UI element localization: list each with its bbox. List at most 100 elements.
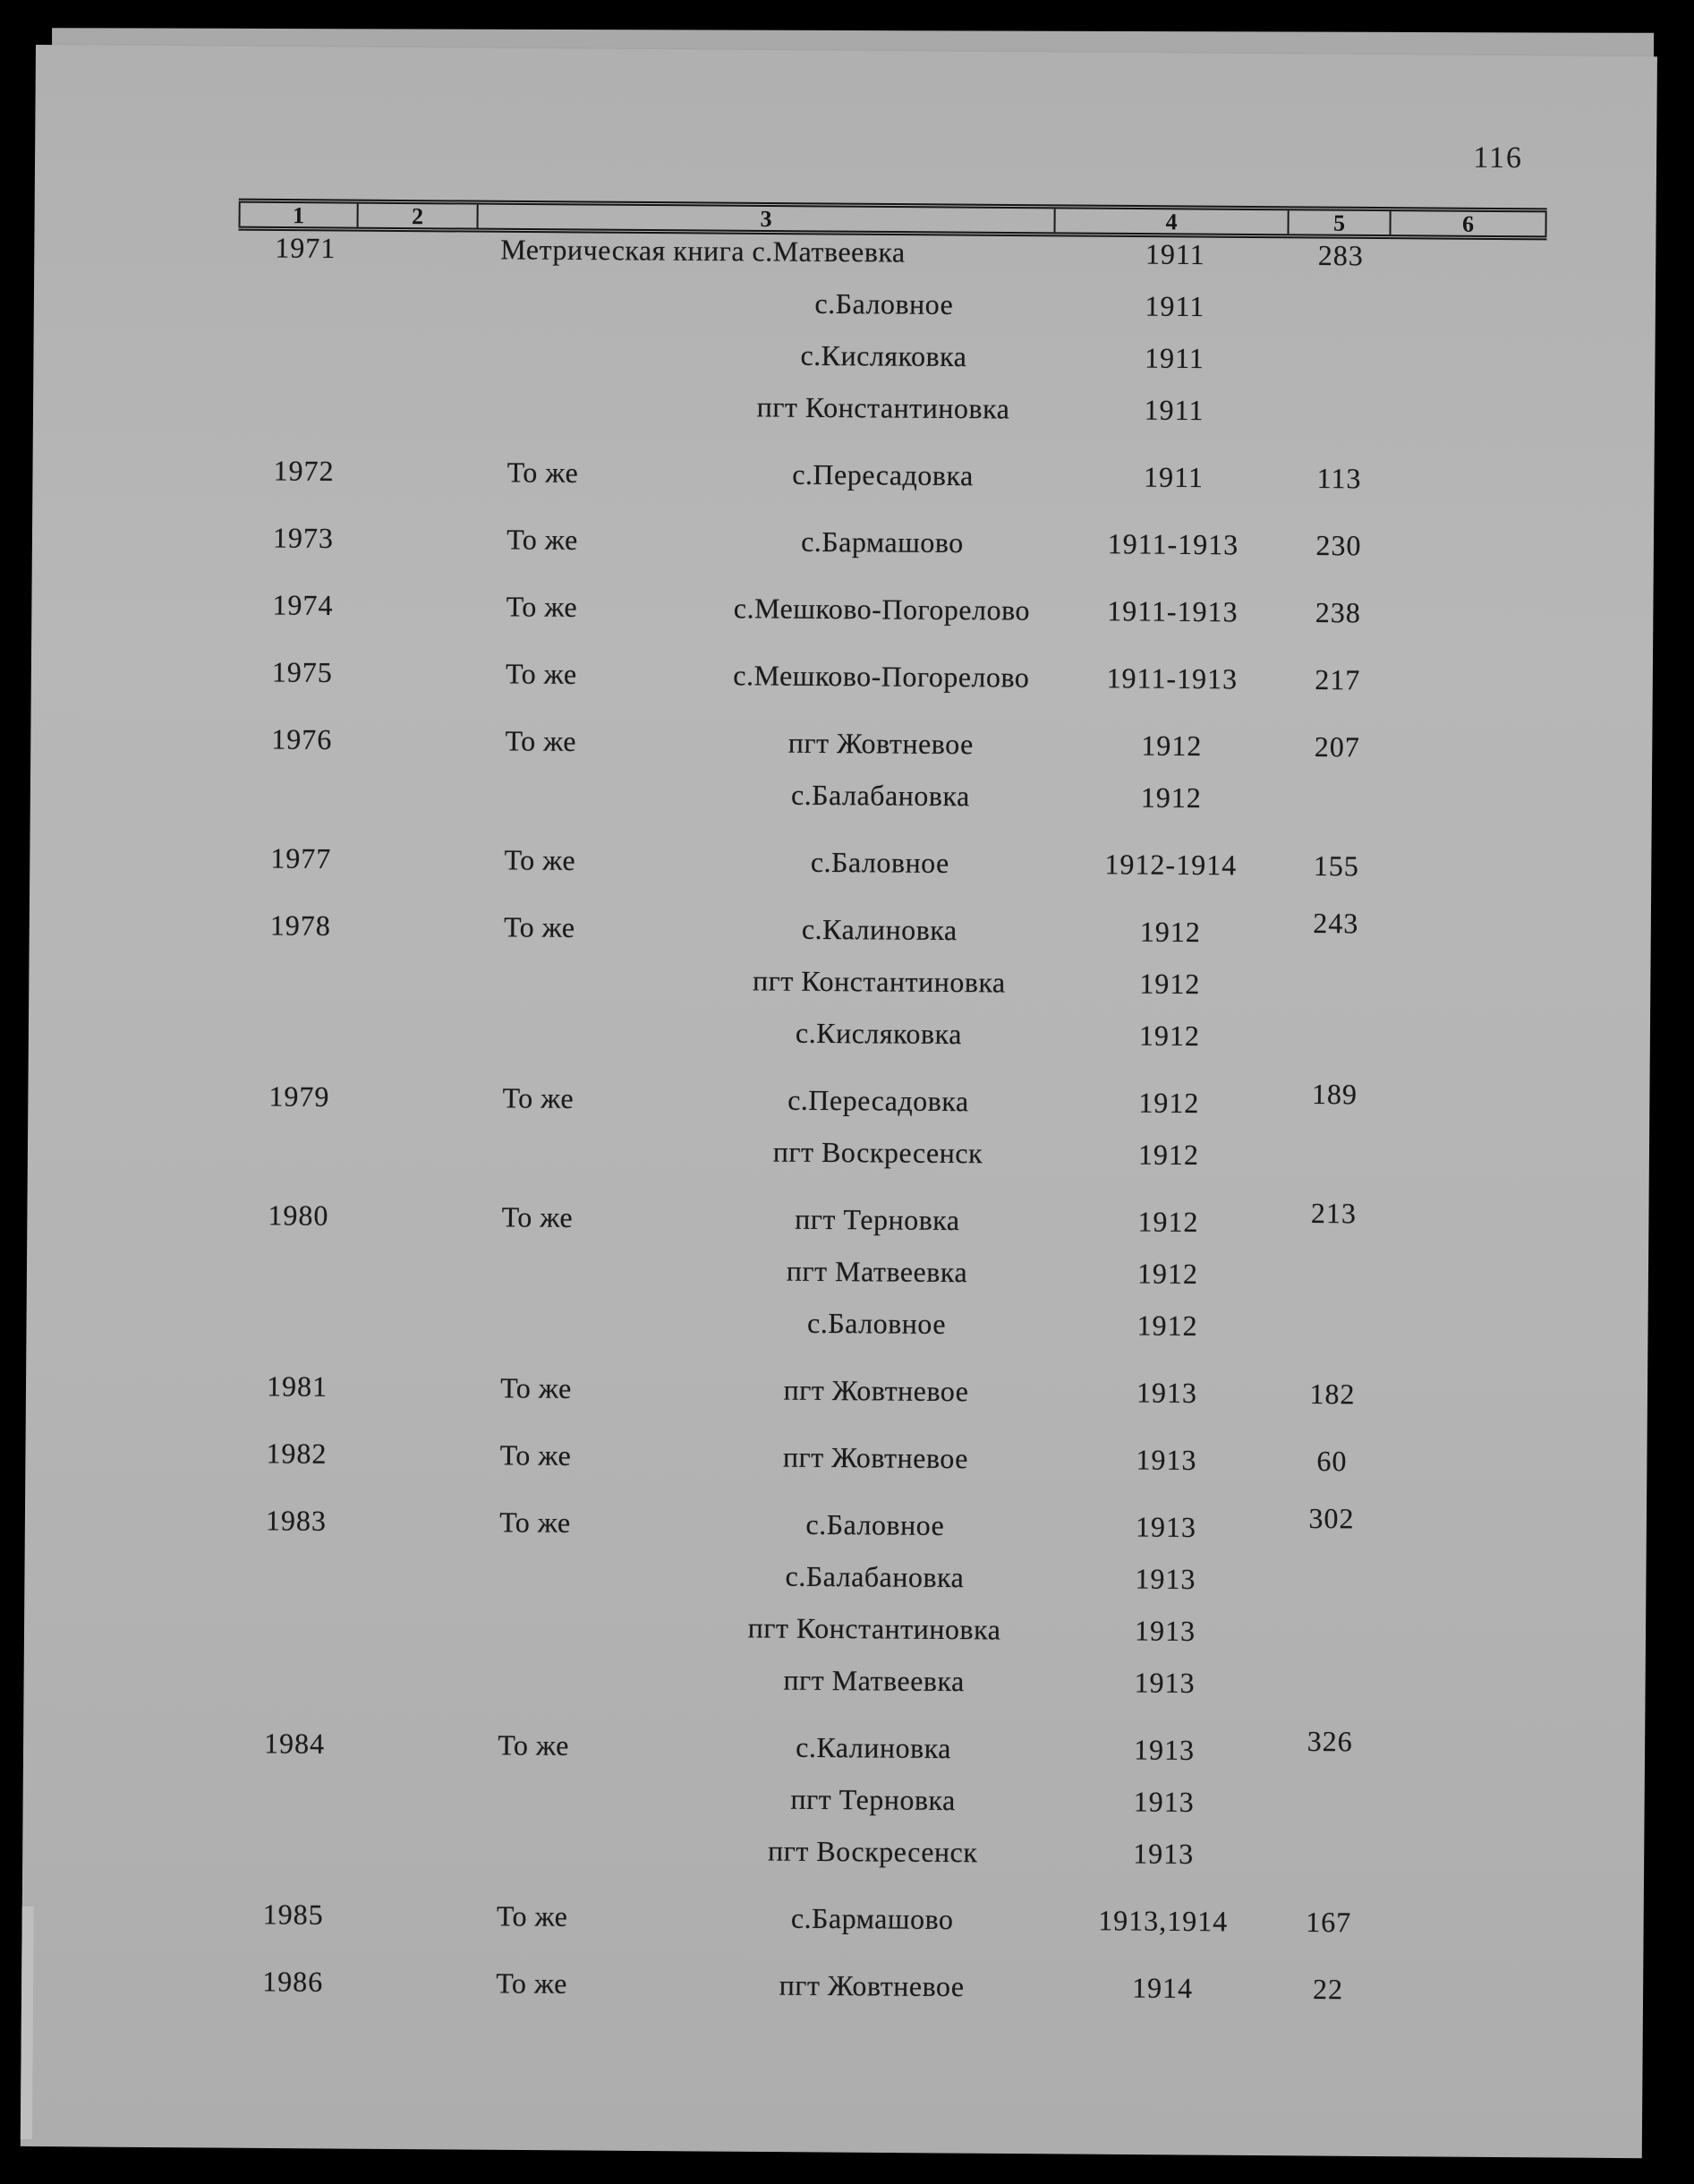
record-year: 1912-1914 bbox=[1104, 848, 1238, 882]
record-place: с.Мешково-Погорелово bbox=[733, 592, 1031, 627]
record: 1972 То же 113 с.Пересадовка 1911 bbox=[32, 443, 1654, 507]
record: 1986 То же 22 пгт Жовтневое 1914 bbox=[21, 1954, 1643, 2018]
record-number: 1973 bbox=[272, 521, 335, 554]
record-year: 1912 bbox=[1137, 1138, 1200, 1172]
record-repeat-mark: То же bbox=[498, 1728, 569, 1762]
record-year: 1912 bbox=[1139, 967, 1201, 1001]
record-place: пгт Матвеевка bbox=[783, 1663, 965, 1698]
record: 1974 То же 238 с.Мешково-Погорелово 1911-191… bbox=[31, 577, 1653, 641]
table-line: 1985 То же 167 с.Бармашово 1913,1914 bbox=[21, 1887, 1643, 1950]
record-number: 1979 bbox=[268, 1079, 330, 1113]
table-line: с.Кисляковка 1912 bbox=[29, 1002, 1650, 1065]
record: 1985 То же 167 с.Бармашово 1913,1914 bbox=[21, 1887, 1643, 1950]
record-place: с.Пересадовка bbox=[787, 1083, 969, 1118]
record-year: 1913 bbox=[1133, 1785, 1195, 1819]
record-place: пгт Константиновка bbox=[747, 1611, 1001, 1646]
record-place: пгт Матвеевка bbox=[786, 1254, 968, 1289]
record-number: 1985 bbox=[262, 1898, 324, 1931]
record-page-count: 113 bbox=[1316, 462, 1362, 495]
record-place: с.Мешково-Погорелово bbox=[733, 659, 1030, 694]
record-year: 1911 bbox=[1144, 341, 1205, 375]
record-year: 1913 bbox=[1134, 1614, 1196, 1648]
record: 1982 То же 60 пгт Жовтневое 1913 bbox=[25, 1426, 1647, 1489]
record-page-count: 326 bbox=[1307, 1724, 1353, 1758]
record-place: пгт Константиновка bbox=[752, 964, 1006, 999]
record-place: пгт Константиновка bbox=[756, 390, 1010, 425]
record-place: с.Калиновка bbox=[801, 912, 958, 947]
record-year: 1913,1914 bbox=[1098, 1904, 1229, 1938]
record-place: пгт Терновка bbox=[795, 1202, 960, 1237]
record-repeat-mark: То же bbox=[496, 1966, 568, 2000]
record-page-count: 207 bbox=[1314, 729, 1360, 764]
record-place: с.Кисляковка bbox=[795, 1016, 962, 1051]
record-number: 1981 bbox=[266, 1369, 328, 1403]
record: 1980 То же 213 пгт Терновка 1912 пгт Матвеевк… bbox=[26, 1188, 1648, 1355]
record: 1973 То же 230 с.Бармашово 1911-1913 bbox=[32, 510, 1654, 574]
record-page-count: 243 bbox=[1313, 906, 1359, 940]
record-year: 1912 bbox=[1136, 1309, 1198, 1343]
record-year: 1912 bbox=[1138, 1019, 1201, 1053]
record-number: 1975 bbox=[271, 655, 334, 688]
record-place: с.Пересадовка bbox=[792, 457, 974, 492]
table-line: пгт Воскресенск 1912 bbox=[28, 1121, 1649, 1184]
record-repeat-mark: То же bbox=[506, 456, 579, 489]
record-page-count: 155 bbox=[1313, 849, 1359, 883]
record-year: 1913 bbox=[1135, 1510, 1197, 1544]
record-place: с.Кисляковка bbox=[800, 338, 967, 373]
table-line: с.Балабановка 1912 bbox=[30, 764, 1652, 827]
record-year: 1911 bbox=[1145, 289, 1205, 323]
record-page-count: 167 bbox=[1306, 1905, 1352, 1939]
record-number: 1971 bbox=[275, 231, 336, 264]
record-page-count: 22 bbox=[1312, 1973, 1344, 2006]
record-number: 1972 bbox=[273, 454, 335, 487]
table-line: 1974 То же 238 с.Мешково-Погорелово 1911-191… bbox=[31, 577, 1653, 641]
record-number: 1982 bbox=[266, 1437, 328, 1470]
record-page-count: 189 bbox=[1311, 1077, 1358, 1111]
record-repeat-mark: То же bbox=[499, 1438, 572, 1472]
record-place: пгт Воскресенск bbox=[772, 1135, 983, 1170]
record-year: 1913 bbox=[1133, 1837, 1195, 1871]
record-place: пгт Жовтневое bbox=[783, 1373, 969, 1408]
record: 1977 То же 155 с.Баловное 1912-1914 bbox=[30, 831, 1651, 894]
record-repeat-mark: То же bbox=[505, 657, 577, 690]
record-number: 1977 bbox=[270, 841, 332, 874]
record-place: с.Баловное bbox=[805, 1507, 945, 1541]
record-page-count: 283 bbox=[1317, 239, 1364, 272]
record-number: 1976 bbox=[271, 722, 333, 755]
record: 1978 То же 243 с.Калиновка 1912 пгт Константи… bbox=[29, 898, 1651, 1065]
record-page-count: 217 bbox=[1315, 662, 1361, 696]
record-place: с.Калиновка bbox=[796, 1730, 952, 1765]
table-line: пгт Воскресенск 1913 bbox=[22, 1820, 1644, 1883]
record-year: 1913 bbox=[1135, 1562, 1196, 1596]
record: 1971 283 Метрическая книга с.Матвеевка 1911… bbox=[33, 220, 1656, 439]
record-year: 1913 bbox=[1136, 1376, 1198, 1410]
record-number: 1983 bbox=[265, 1504, 328, 1537]
record-repeat-mark: То же bbox=[506, 523, 578, 556]
record: 1983 То же 302 с.Баловное 1913 с.Балабановка 1… bbox=[23, 1493, 1647, 1712]
record-place: пгт Жовтневое bbox=[779, 1968, 965, 2003]
table-line: пгт Матвеевка 1913 bbox=[23, 1649, 1645, 1712]
record-year: 1911 bbox=[1144, 393, 1205, 427]
record-year: 1911-1913 bbox=[1107, 527, 1239, 561]
record-place: с.Баловное bbox=[810, 845, 949, 880]
record-place: с.Бармашово bbox=[790, 1901, 954, 1936]
record-repeat-mark: То же bbox=[496, 1899, 568, 1932]
table-line: 1975 То же 217 с.Мешково-Погорелово 1911-191… bbox=[31, 644, 1653, 708]
record-year: 1912 bbox=[1137, 1205, 1199, 1239]
record-year: 1914 bbox=[1131, 1971, 1194, 2005]
record-place: пгт Воскресенск bbox=[767, 1834, 978, 1869]
record-year: 1912 bbox=[1138, 1086, 1200, 1120]
record: 1981 То же 182 пгт Жовтневое 1913 bbox=[26, 1359, 1647, 1422]
record-place: с.Баловное bbox=[814, 286, 954, 321]
document-page: 116 1 2 3 4 5 6 1971 283 Метрическая книга… bbox=[20, 45, 1657, 2159]
record: 1975 То же 217 с.Мешково-Погорелово 1911-191… bbox=[31, 644, 1653, 708]
record-repeat-mark: То же bbox=[505, 724, 577, 757]
page-number: 116 bbox=[1473, 141, 1524, 175]
record-year: 1912 bbox=[1141, 729, 1203, 763]
record-place: с.Бармашово bbox=[801, 525, 964, 559]
record-number: 1974 bbox=[272, 588, 334, 621]
table-line: 1981 То же 182 пгт Жовтневое 1913 bbox=[26, 1359, 1647, 1422]
table-line: 1982 То же 60 пгт Жовтневое 1913 bbox=[25, 1426, 1647, 1489]
record: 1976 То же 207 пгт Жовтневое 1912 с.Балабанов… bbox=[30, 712, 1653, 827]
